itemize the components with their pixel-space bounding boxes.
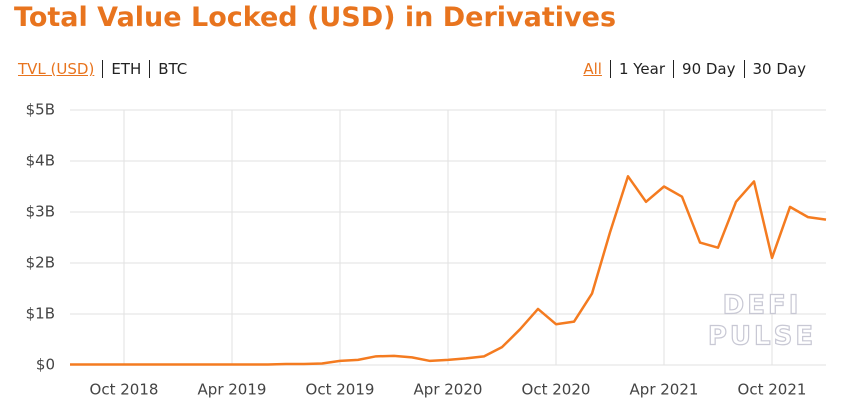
link[interactable]: All bbox=[583, 60, 602, 78]
y-tick-label: $3B bbox=[26, 203, 55, 221]
tvl-line bbox=[70, 175, 827, 366]
link[interactable]: BTC bbox=[149, 60, 187, 78]
link[interactable]: 30 Day bbox=[743, 60, 806, 78]
y-tick-label: $0 bbox=[36, 356, 55, 374]
x-tick-label: Oct 2021 bbox=[738, 381, 807, 399]
x-tick-label: Oct 2019 bbox=[306, 381, 375, 399]
link[interactable]: TVL (USD) bbox=[18, 60, 95, 78]
link[interactable]: ETH bbox=[102, 60, 141, 78]
x-tick-label: Apr 2019 bbox=[198, 381, 267, 399]
watermark: DEFI bbox=[723, 291, 802, 321]
y-tick-label: $5B bbox=[26, 101, 55, 119]
metric-links: TVL (USD) ETH BTC bbox=[18, 60, 187, 78]
x-tick-label: Apr 2020 bbox=[414, 381, 483, 399]
x-tick-label: Oct 2018 bbox=[90, 381, 159, 399]
link[interactable]: 90 Day bbox=[673, 60, 736, 78]
link[interactable]: 1 Year bbox=[609, 60, 665, 78]
range-links: All 1 Year 90 Day 30 Day bbox=[583, 60, 806, 78]
chart-title: Total Value Locked (USD) in Derivatives bbox=[14, 2, 617, 33]
y-tick-label: $1B bbox=[26, 305, 55, 323]
watermark: PULSE bbox=[708, 322, 816, 352]
x-tick-label: Apr 2021 bbox=[630, 381, 699, 399]
y-tick-label: $2B bbox=[26, 254, 55, 272]
y-tick-label: $4B bbox=[26, 152, 55, 170]
x-tick-label: Oct 2020 bbox=[522, 381, 591, 399]
